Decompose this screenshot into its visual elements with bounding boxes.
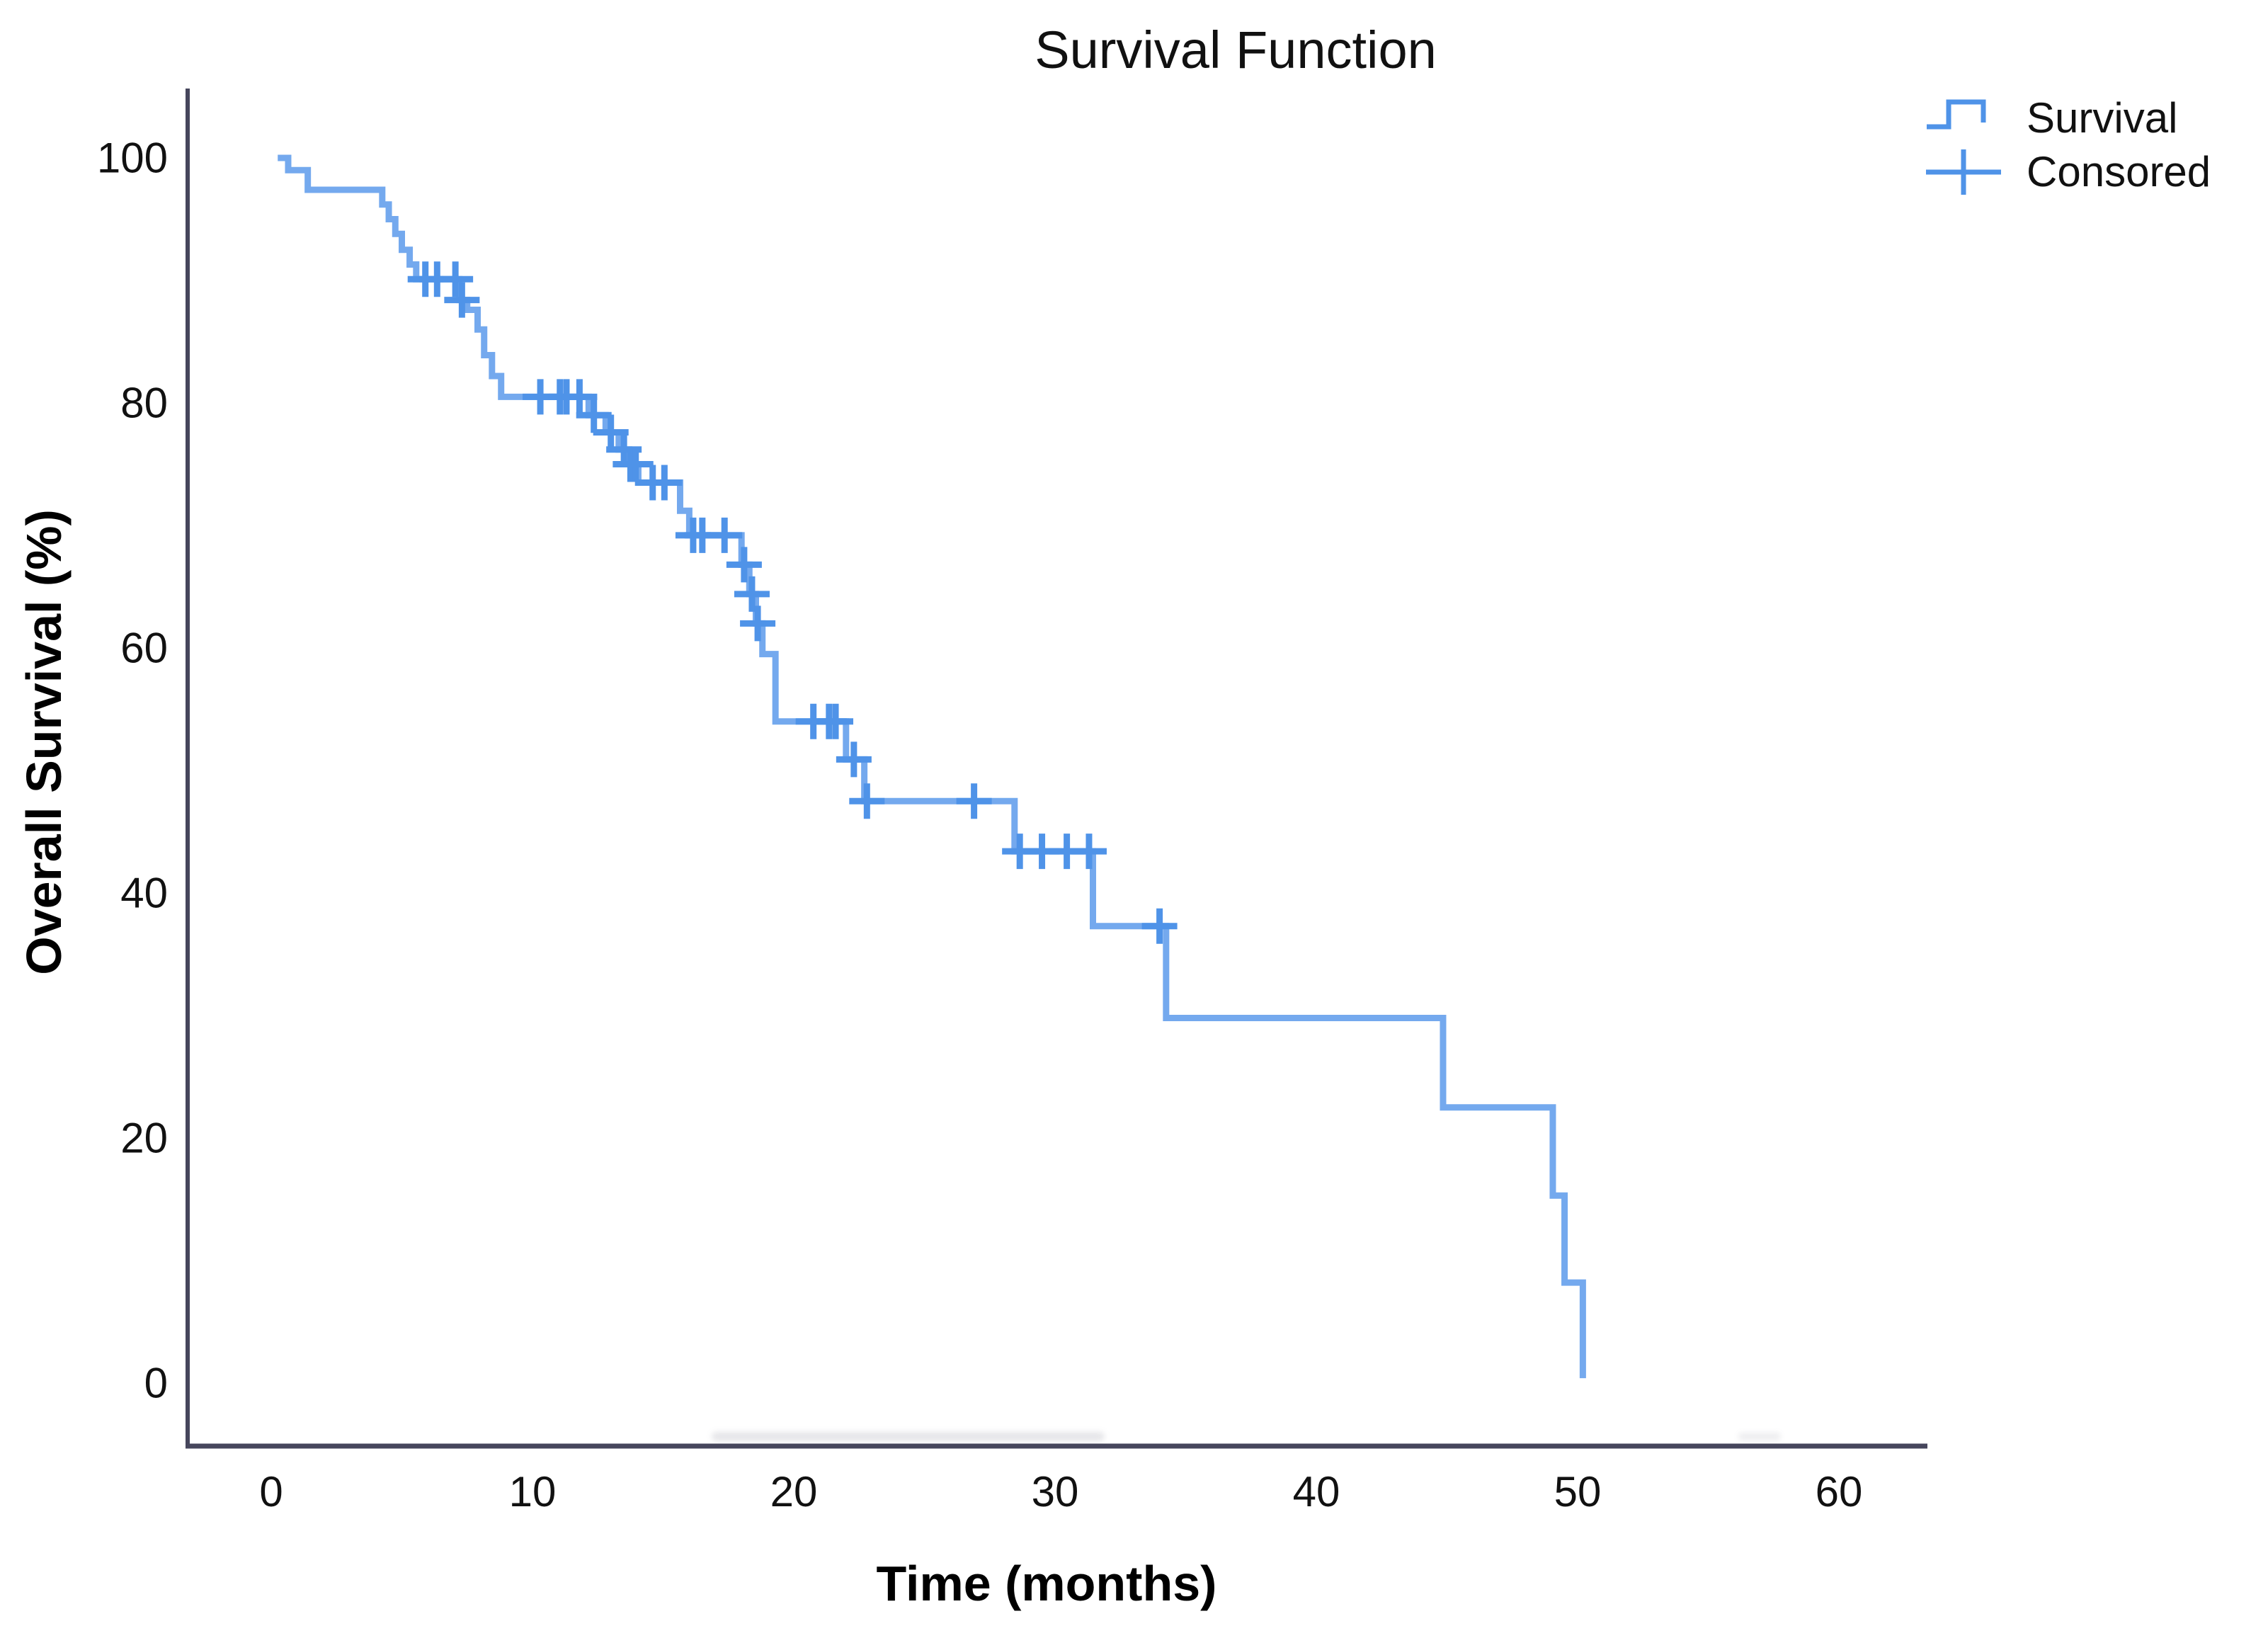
y-tick-label: 20 (120, 1114, 168, 1162)
legend: Survival Consored (1925, 91, 2211, 198)
censor-marks (407, 261, 1178, 944)
y-tick-label: 40 (120, 869, 168, 917)
legend-item-survival: Survival (1925, 91, 2211, 144)
x-tick-label: 0 (259, 1468, 283, 1515)
chart-title: Survival Function (1035, 21, 1437, 79)
x-tick-label: 20 (770, 1468, 818, 1515)
survival-step-curve (278, 154, 1586, 1379)
legend-label-consored: Consored (2027, 147, 2211, 195)
legend-item-consored: Consored (1925, 144, 2211, 198)
legend-label-survival: Survival (2027, 93, 2178, 142)
x-tick-label: 50 (1554, 1468, 1602, 1515)
x-axis-label: Time (months) (876, 1556, 1217, 1611)
y-tick-label: 60 (120, 624, 168, 672)
axis-shadow-artifact (1738, 1433, 1781, 1440)
x-tick-label: 40 (1292, 1468, 1340, 1515)
y-tick-label: 80 (120, 379, 168, 427)
step-line-icon (1927, 99, 1986, 130)
x-tick-label: 60 (1815, 1468, 1863, 1515)
axis-shadow-artifact (712, 1432, 1105, 1441)
x-tick-label: 10 (508, 1468, 557, 1515)
plus-cross-icon (1926, 149, 2001, 195)
x-tick-label: 30 (1031, 1468, 1079, 1515)
y-tick-label: 100 (96, 134, 168, 182)
y-tick-label: 0 (144, 1359, 168, 1407)
